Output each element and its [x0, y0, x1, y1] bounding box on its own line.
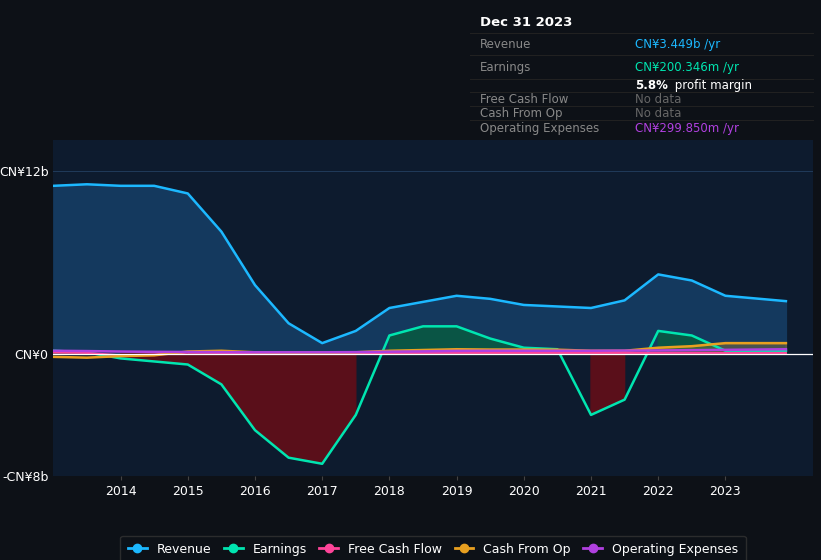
Text: CN¥3.449b /yr: CN¥3.449b /yr [635, 38, 720, 51]
Text: Revenue: Revenue [480, 38, 531, 51]
Text: Cash From Op: Cash From Op [480, 106, 562, 120]
Text: No data: No data [635, 106, 681, 120]
Text: Dec 31 2023: Dec 31 2023 [480, 16, 572, 29]
Text: 5.8%: 5.8% [635, 80, 668, 92]
Text: Free Cash Flow: Free Cash Flow [480, 93, 568, 106]
Legend: Revenue, Earnings, Free Cash Flow, Cash From Op, Operating Expenses: Revenue, Earnings, Free Cash Flow, Cash … [121, 536, 745, 560]
Text: Earnings: Earnings [480, 60, 531, 73]
Text: profit margin: profit margin [672, 80, 752, 92]
Text: No data: No data [635, 93, 681, 106]
Text: CN¥200.346m /yr: CN¥200.346m /yr [635, 60, 739, 73]
Text: Operating Expenses: Operating Expenses [480, 122, 599, 135]
Text: CN¥299.850m /yr: CN¥299.850m /yr [635, 122, 739, 135]
